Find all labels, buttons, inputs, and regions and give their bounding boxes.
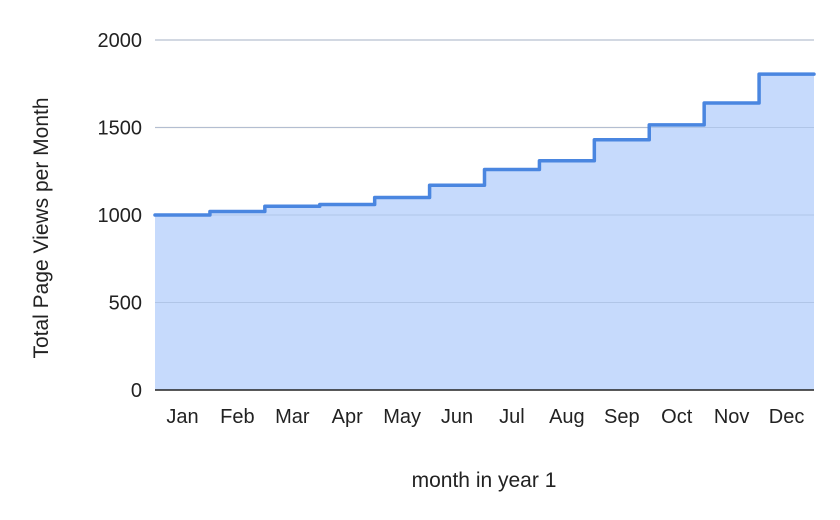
- y-tick-label: 500: [109, 293, 142, 315]
- x-tick-label: Feb: [220, 406, 254, 428]
- x-tick-label: Apr: [332, 406, 363, 428]
- series-line: [153, 72, 816, 217]
- plot-area: [153, 39, 816, 390]
- y-tick-label: 2000: [98, 30, 143, 52]
- x-tick-label: Jan: [166, 406, 198, 428]
- x-tick-label: Sep: [604, 406, 640, 428]
- x-axis-title: month in year 1: [412, 469, 557, 492]
- x-tick-label: May: [383, 406, 421, 428]
- x-tick-label: Nov: [714, 406, 750, 428]
- series-area: [155, 74, 814, 390]
- x-tick-label: Jun: [441, 406, 473, 428]
- y-tick-label: 0: [131, 380, 142, 402]
- x-tick-label: Dec: [769, 406, 805, 428]
- x-tick-label: Aug: [549, 406, 585, 428]
- x-tick-label: Oct: [661, 406, 693, 428]
- y-tick-label: 1000: [98, 205, 143, 227]
- x-tick-label: Jul: [499, 406, 525, 428]
- y-tick-label: 1500: [98, 118, 143, 140]
- tick-labels: 0 500 1000 1500 2000 Jan Feb Mar Apr May Jun Jul Aug…: [98, 30, 805, 428]
- x-tick-label: Mar: [275, 406, 310, 428]
- y-axis-title: Total Page Views per Month: [30, 97, 53, 358]
